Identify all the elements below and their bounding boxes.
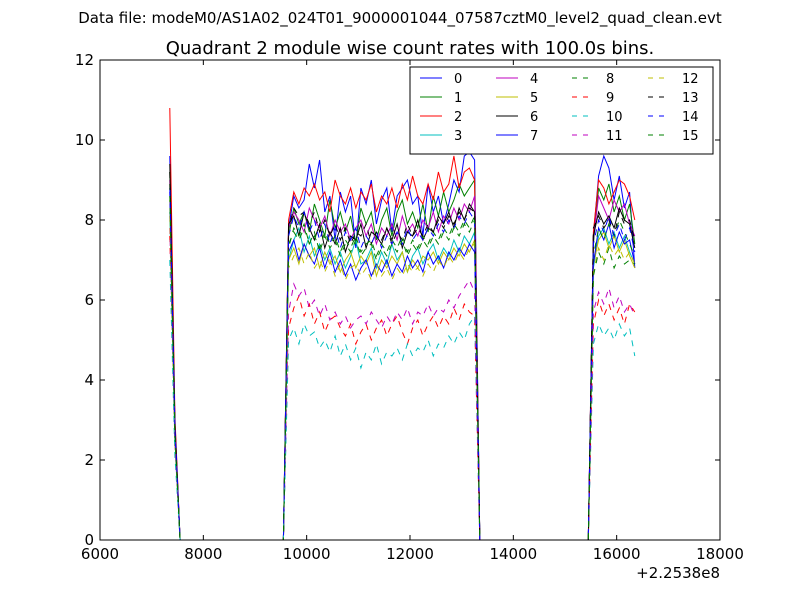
y-tick-label: 10 bbox=[75, 131, 94, 149]
legend-label-9: 9 bbox=[606, 91, 614, 106]
legend-label-13: 13 bbox=[682, 91, 699, 106]
x-tick-label: 14000 bbox=[489, 545, 537, 563]
series-line-8 bbox=[169, 183, 636, 541]
legend-label-0: 0 bbox=[454, 72, 462, 87]
axis-layer: 6000 8000 10000 12000 14000 16000 180000246810… bbox=[75, 51, 744, 563]
legend-label-15: 15 bbox=[682, 129, 699, 144]
series-line-1 bbox=[169, 171, 636, 541]
legend-label-7: 7 bbox=[530, 129, 538, 144]
series-line-11 bbox=[169, 227, 636, 541]
x-tick-label: 16000 bbox=[593, 545, 641, 563]
legend-label-11: 11 bbox=[606, 129, 623, 144]
series-line-6 bbox=[169, 163, 636, 541]
y-tick-label: 4 bbox=[84, 371, 94, 389]
series-line-5 bbox=[169, 199, 636, 541]
series-line-12 bbox=[169, 215, 636, 541]
legend-label-14: 14 bbox=[682, 110, 699, 125]
y-tick-label: 12 bbox=[75, 51, 94, 69]
series-line-2 bbox=[169, 107, 636, 541]
x-tick-label: 12000 bbox=[386, 545, 434, 563]
legend-label-6: 6 bbox=[530, 110, 538, 125]
legend-label-8: 8 bbox=[606, 72, 614, 87]
x-tick-label: 18000 bbox=[696, 545, 744, 563]
legend-label-12: 12 bbox=[682, 72, 699, 87]
legend-label-1: 1 bbox=[454, 91, 462, 106]
x-tick-label: 6000 bbox=[81, 545, 119, 563]
legend-label-4: 4 bbox=[530, 72, 538, 87]
legend-label-2: 2 bbox=[454, 110, 462, 125]
y-tick-label: 2 bbox=[84, 451, 94, 469]
legend-label-3: 3 bbox=[454, 129, 462, 144]
y-tick-label: 6 bbox=[84, 291, 94, 309]
y-tick-label: 0 bbox=[84, 531, 94, 549]
x-tick-label: 8000 bbox=[184, 545, 222, 563]
x-tick-label: 10000 bbox=[283, 545, 331, 563]
series-line-13 bbox=[169, 171, 636, 541]
legend-label-10: 10 bbox=[606, 110, 623, 125]
legend-box bbox=[409, 66, 714, 155]
y-tick-label: 8 bbox=[84, 211, 94, 229]
series-layer bbox=[169, 107, 636, 541]
figure-suptitle: Data file: modeM0/AS1A02_024T01_90000010… bbox=[78, 9, 722, 27]
series-line-0 bbox=[169, 151, 636, 541]
chart-title: Quadrant 2 module wise count rates with … bbox=[166, 38, 655, 59]
x-axis-offset-label: +2.2538e8 bbox=[636, 564, 720, 582]
legend-label-5: 5 bbox=[530, 91, 538, 106]
series-line-9 bbox=[169, 235, 636, 541]
series-line-10 bbox=[169, 259, 636, 541]
series-line-3 bbox=[169, 211, 636, 541]
series-line-14 bbox=[169, 191, 636, 541]
